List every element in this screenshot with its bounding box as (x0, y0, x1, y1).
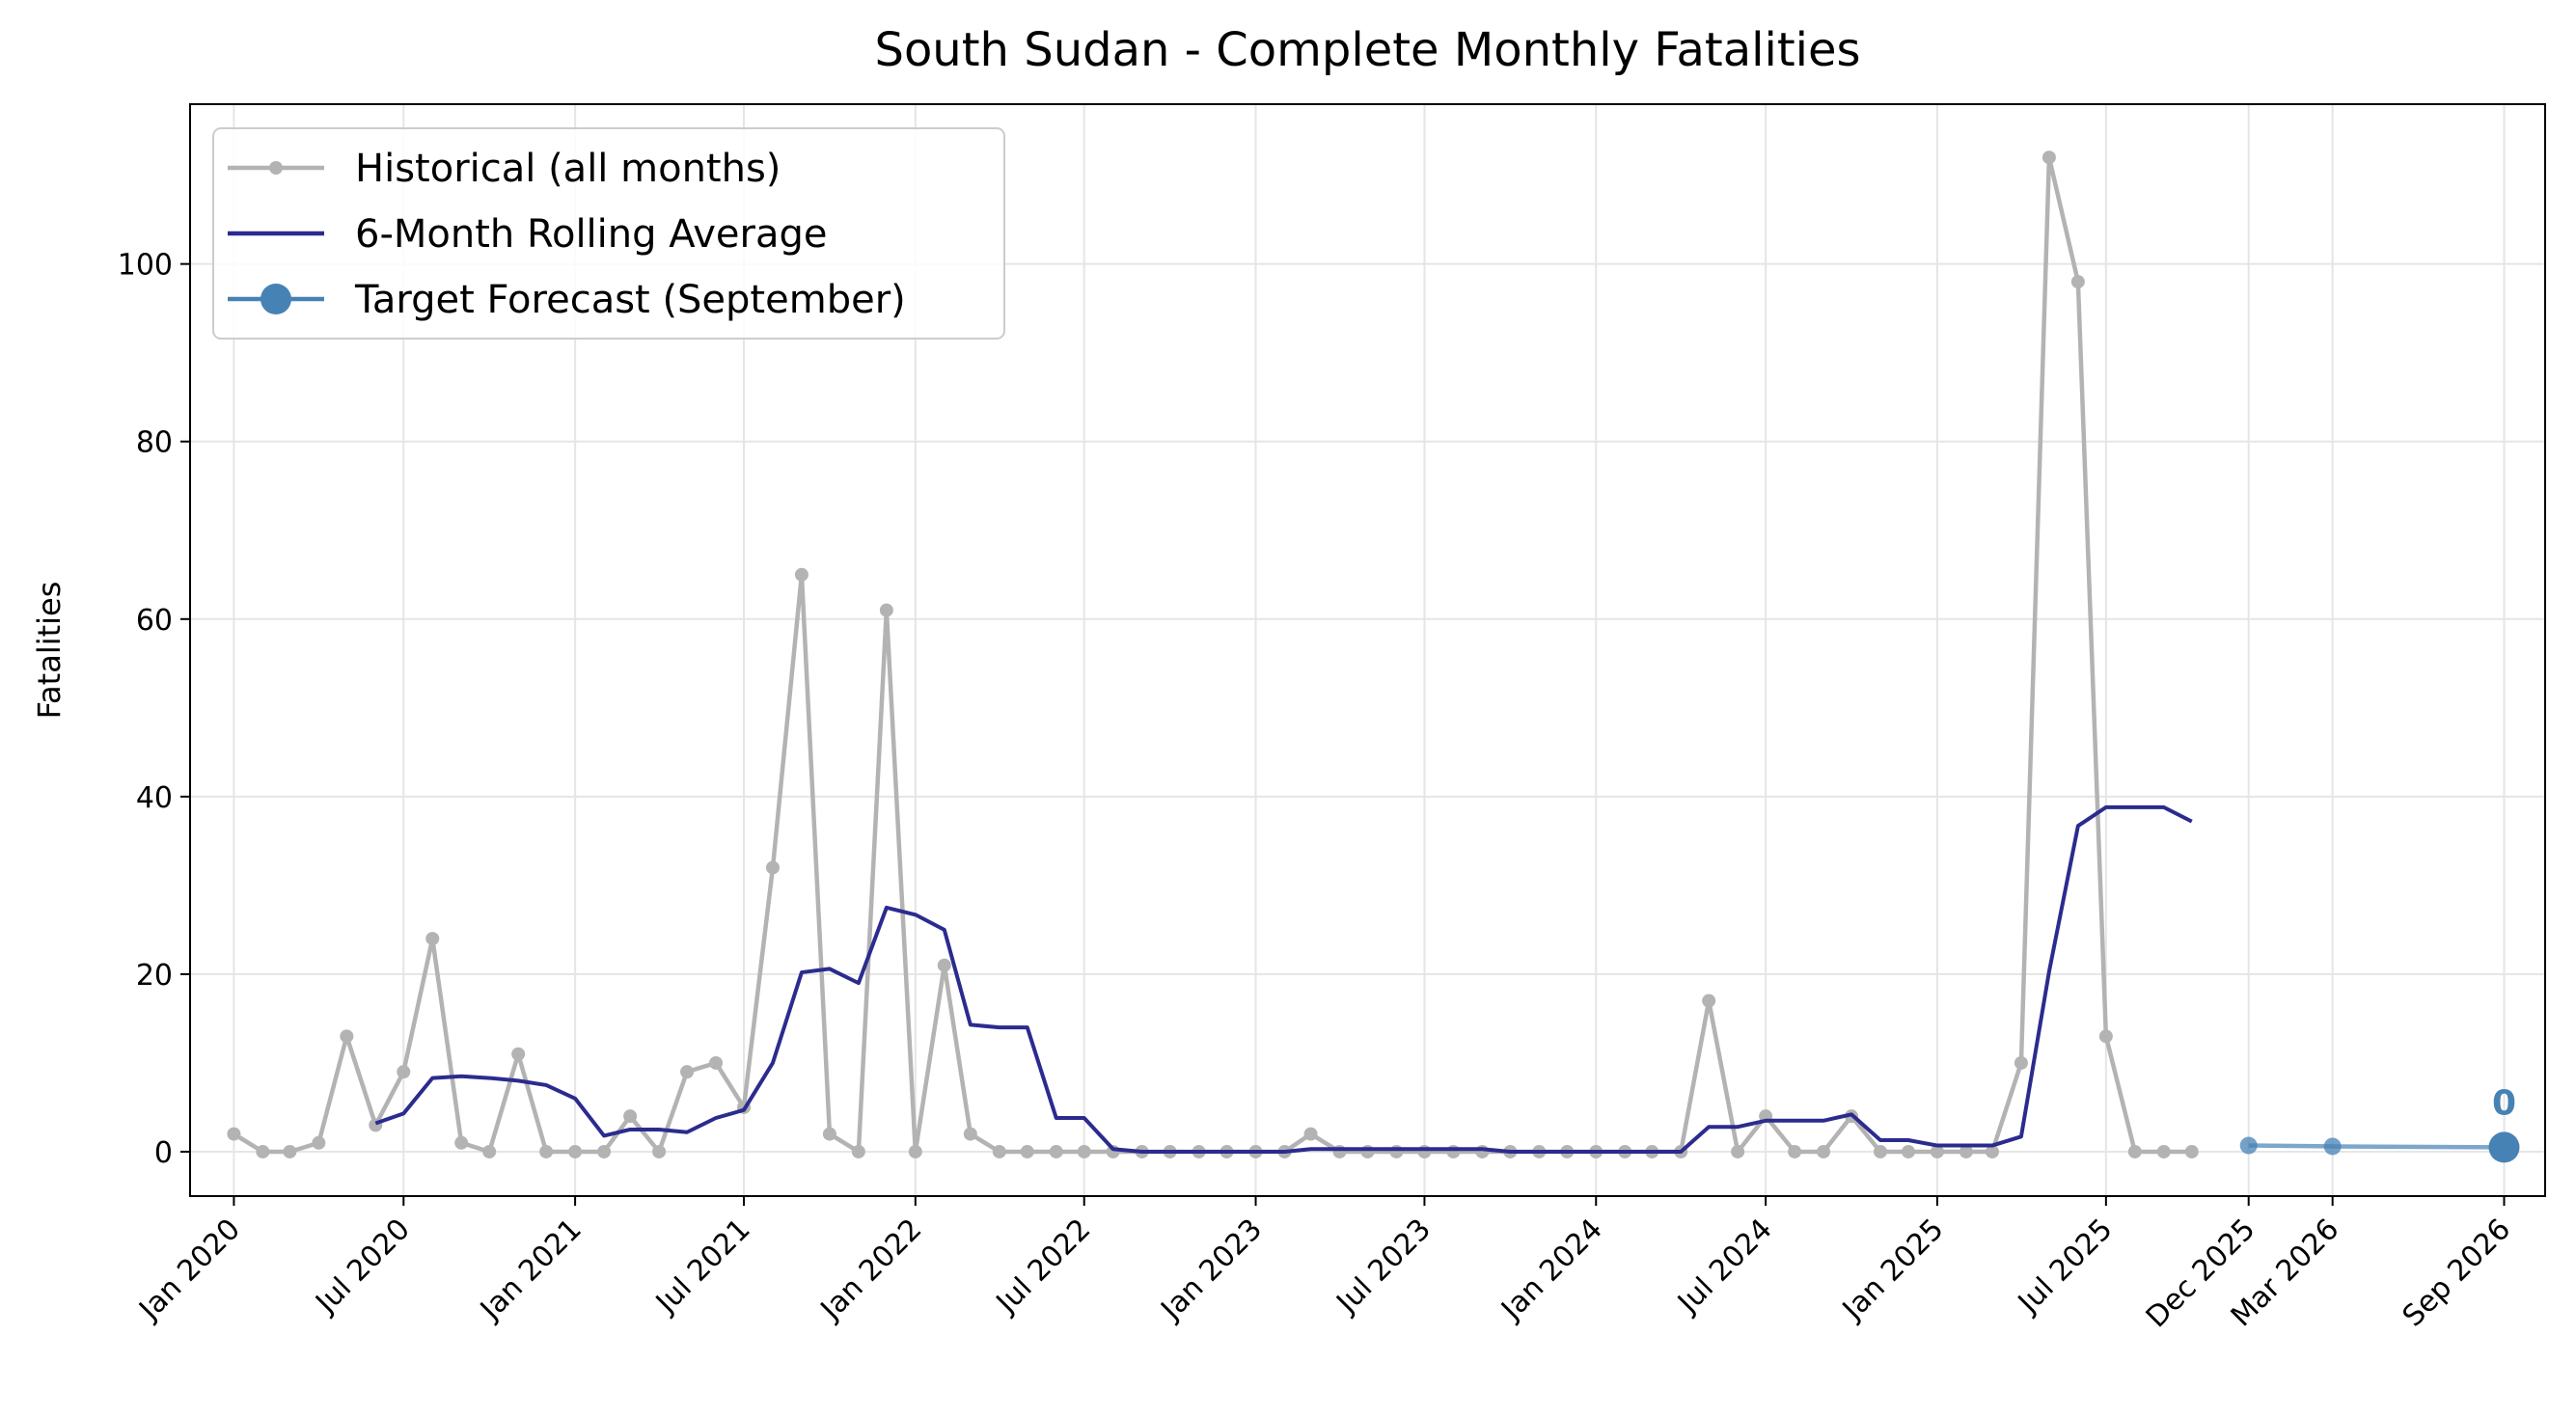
historical-point (851, 1144, 865, 1158)
historical-point (822, 1127, 836, 1141)
legend-item: Historical (all months) (228, 147, 781, 191)
historical-point (397, 1065, 411, 1079)
historical-point (765, 860, 780, 875)
historical-point (511, 1047, 526, 1061)
forecast-line (2248, 1143, 2505, 1150)
historical-point (2156, 1144, 2171, 1158)
historical-point (1985, 1144, 1999, 1158)
forecast-annotation: 0 (2492, 1083, 2516, 1123)
historical-point (2014, 1055, 2028, 1070)
historical-point (709, 1055, 724, 1070)
plot-series: 0 (227, 150, 2520, 1163)
historical-point (2098, 1029, 2113, 1044)
historical-point (283, 1144, 297, 1158)
rolling-average-line (374, 804, 2193, 1154)
historical-point (227, 1127, 241, 1141)
historical-point (937, 958, 951, 972)
historical-point (652, 1144, 667, 1158)
historical-point (2042, 150, 2056, 165)
historical-point (2070, 275, 2085, 289)
historical-point (454, 1135, 469, 1150)
legend-label: Historical (all months) (355, 147, 781, 191)
y-tick-label: 60 (136, 604, 173, 638)
historical-point (1959, 1144, 1973, 1158)
legend-label: 6-Month Rolling Average (355, 212, 828, 257)
chart-title: South Sudan - Complete Monthly Fatalitie… (874, 23, 1860, 77)
historical-point (623, 1109, 638, 1124)
historical-point (1901, 1144, 1915, 1158)
historical-point (1049, 1144, 1063, 1158)
historical-point (1360, 1144, 1375, 1158)
historical-point (879, 603, 893, 617)
historical-point (908, 1144, 922, 1158)
y-tick-label: 0 (154, 1136, 173, 1170)
historical-point (312, 1135, 326, 1150)
historical-point (1873, 1144, 1887, 1158)
historical-point (2184, 1144, 2199, 1158)
y-tick-label: 100 (118, 249, 173, 283)
historical-point (568, 1144, 583, 1158)
forecast-point (2239, 1136, 2258, 1155)
legend-item: Target Forecast (September) (228, 278, 906, 322)
historical-point (1817, 1144, 1831, 1158)
legend-box (212, 127, 1005, 340)
legend-item: 6-Month Rolling Average (228, 212, 828, 257)
legend-marker (269, 161, 283, 175)
historical-point (680, 1065, 695, 1079)
historical-point (963, 1127, 977, 1141)
y-tick-label: 40 (136, 781, 173, 815)
historical-point (1020, 1144, 1034, 1158)
historical-point (1389, 1144, 1404, 1158)
historical-point (425, 932, 440, 946)
historical-point (794, 567, 808, 582)
forecast-point (2323, 1137, 2342, 1156)
historical-point (340, 1029, 354, 1044)
y-axis-label: Fatalities (31, 582, 68, 720)
plot-frame (189, 103, 2546, 1197)
historical-point (1702, 994, 1716, 1008)
legend-marker (260, 284, 291, 314)
historical-point (482, 1144, 497, 1158)
historical-point (1417, 1144, 1432, 1158)
historical-point (1788, 1144, 1802, 1158)
historical-point (1332, 1144, 1347, 1158)
historical-point (1930, 1144, 1944, 1158)
historical-point (992, 1144, 1006, 1158)
legend-label: Target Forecast (September) (354, 278, 906, 322)
historical-point (256, 1144, 270, 1158)
historical-point (1446, 1144, 1461, 1158)
historical-point (1731, 1144, 1745, 1158)
y-tick-label: 80 (136, 426, 173, 460)
legend: Historical (all months) 6-Month Rolling A… (212, 127, 1005, 340)
historical-point (1303, 1127, 1318, 1141)
forecast-target-point (2488, 1131, 2520, 1163)
y-tick-label: 20 (136, 959, 173, 993)
historical-point (1475, 1144, 1490, 1158)
historical-point (2127, 1144, 2142, 1158)
historical-point (597, 1144, 612, 1158)
historical-point (539, 1144, 554, 1158)
historical-point (1077, 1144, 1091, 1158)
